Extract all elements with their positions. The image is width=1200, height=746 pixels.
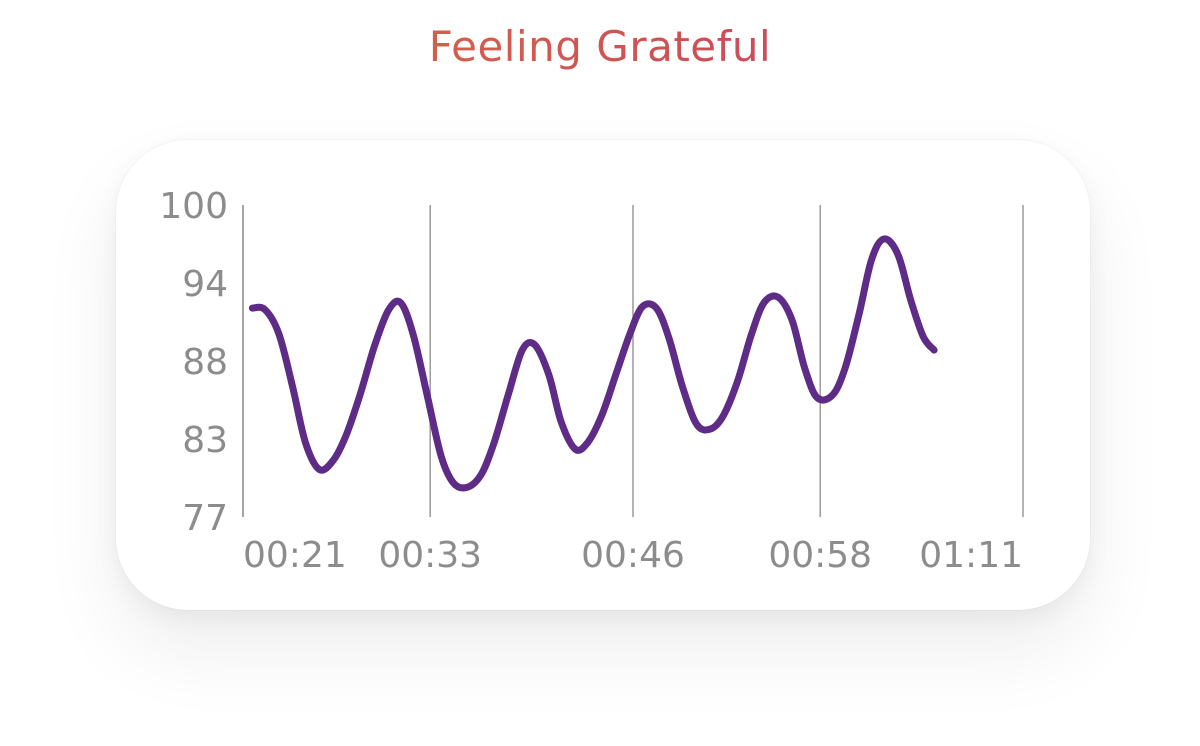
y-tick-label: 100	[159, 186, 228, 227]
x-tick-label: 01:11	[919, 535, 1023, 576]
x-tick-label: 00:33	[378, 535, 482, 576]
chart-title: Feeling Grateful	[0, 22, 1200, 71]
y-tick-label: 77	[182, 498, 228, 539]
series-line	[248, 235, 938, 492]
y-tick-label: 88	[182, 342, 228, 383]
y-axis-ticks: 100 94 88 83 77	[159, 186, 228, 539]
x-tick-label: 00:46	[581, 535, 685, 576]
grid-lines	[242, 205, 1024, 517]
x-axis-ticks: 00:21 00:33 00:46 00:58 01:11	[243, 535, 1023, 576]
chart-card: 100 94 88 83 77 00:21 00:33 00:46 00:58 01:11	[116, 140, 1090, 610]
y-tick-label: 83	[182, 420, 228, 461]
series-layer	[248, 235, 938, 492]
x-tick-label: 00:58	[768, 535, 872, 576]
x-tick-label: 00:21	[243, 535, 347, 576]
y-tick-label: 94	[182, 264, 228, 305]
line-chart: 100 94 88 83 77 00:21 00:33 00:46 00:58 01:11	[159, 186, 1024, 576]
